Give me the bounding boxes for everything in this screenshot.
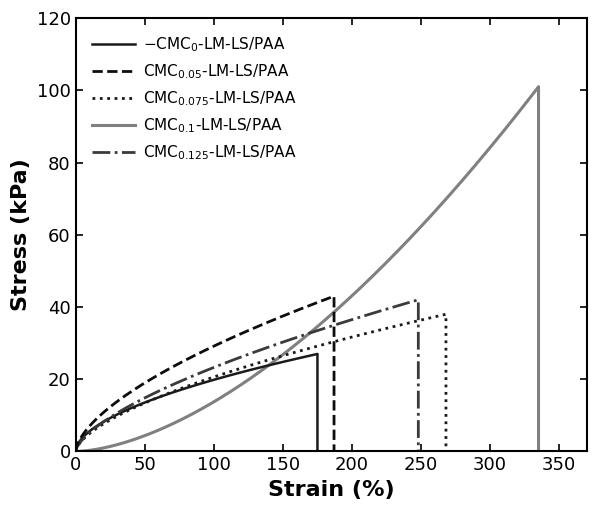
Legend: $-$CMC$_{0}$-LM-LS/PAA, CMC$_{0.05}$-LM-LS/PAA, CMC$_{0.075}$-LM-LS/PAA, CMC$_{0: $-$CMC$_{0}$-LM-LS/PAA, CMC$_{0.05}$-LM-… [83, 26, 306, 171]
X-axis label: Strain (%): Strain (%) [268, 480, 395, 500]
Y-axis label: Stress (kPa): Stress (kPa) [11, 158, 31, 311]
